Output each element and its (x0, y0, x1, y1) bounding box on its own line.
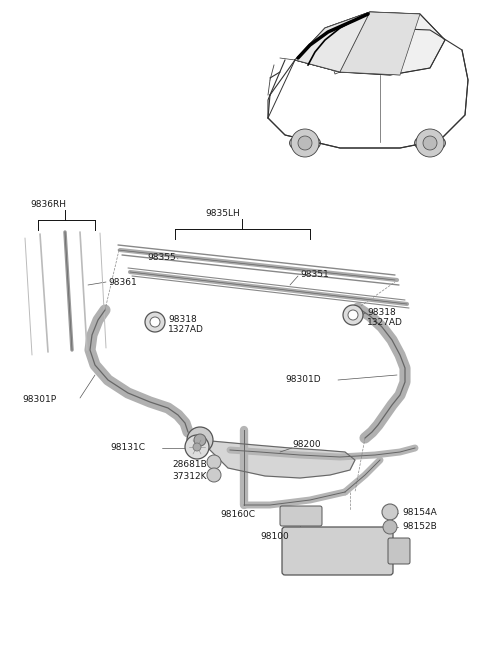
Text: 98355: 98355 (147, 253, 176, 262)
FancyBboxPatch shape (282, 527, 393, 575)
Text: 98200: 98200 (292, 440, 321, 449)
Polygon shape (295, 12, 445, 75)
Text: 98160C: 98160C (220, 510, 255, 519)
Circle shape (185, 435, 209, 459)
Circle shape (194, 434, 206, 446)
Circle shape (193, 443, 201, 451)
Circle shape (187, 427, 213, 453)
Circle shape (416, 129, 444, 157)
Circle shape (291, 129, 319, 157)
Circle shape (343, 305, 363, 325)
Circle shape (150, 317, 160, 327)
Text: 28681B: 28681B (172, 460, 207, 469)
Text: 98152B: 98152B (402, 522, 437, 531)
Circle shape (298, 136, 312, 150)
Text: 98154A: 98154A (402, 508, 437, 517)
Polygon shape (340, 12, 420, 75)
FancyBboxPatch shape (388, 538, 410, 564)
Text: 98318: 98318 (168, 315, 197, 324)
Circle shape (145, 312, 165, 332)
Text: 9835LH: 9835LH (205, 209, 240, 218)
Text: 1327AD: 1327AD (168, 325, 204, 334)
Text: 98361: 98361 (108, 278, 137, 287)
Text: 1327AD: 1327AD (367, 318, 403, 327)
FancyBboxPatch shape (280, 506, 322, 526)
Text: 37312K: 37312K (172, 472, 206, 481)
Circle shape (207, 468, 221, 482)
Circle shape (207, 455, 221, 469)
Text: 98301P: 98301P (22, 395, 56, 404)
Text: 98301D: 98301D (285, 375, 321, 384)
Text: 98131C: 98131C (110, 443, 145, 452)
Text: 98100: 98100 (260, 532, 289, 541)
Circle shape (382, 504, 398, 520)
Circle shape (383, 520, 397, 534)
Text: 9836RH: 9836RH (30, 200, 66, 209)
Polygon shape (295, 12, 370, 72)
Text: 98351: 98351 (300, 270, 329, 279)
Polygon shape (200, 440, 355, 478)
Circle shape (348, 310, 358, 320)
Circle shape (423, 136, 437, 150)
Text: 98318: 98318 (367, 308, 396, 317)
